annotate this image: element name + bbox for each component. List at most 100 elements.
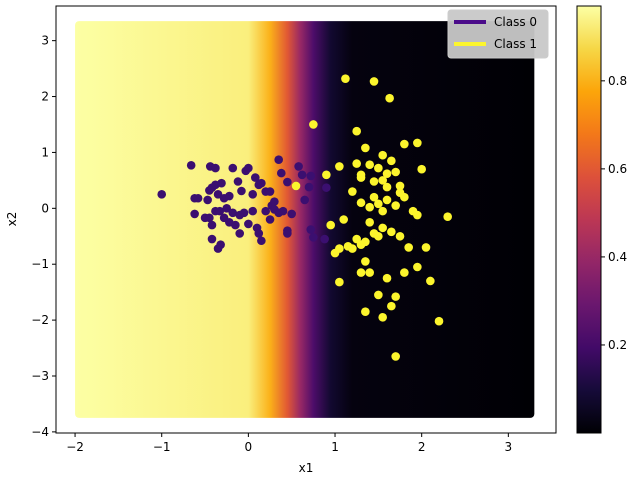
y-tick-label: 1 [41,145,49,159]
class-1-point [361,143,370,153]
class-1-point [369,192,379,202]
class-1-point [404,243,413,252]
x-tick-label: 1 [331,440,339,454]
class-0-point [297,170,307,180]
y-tick-label: −4 [31,425,49,439]
y-axis-label: x2 [5,212,19,227]
class-1-point [352,126,361,136]
probability-heatmap [75,21,535,418]
class-1-point [378,206,387,216]
class-0-point [274,155,284,164]
class-0-point [283,229,292,238]
class-0-point [215,206,225,216]
class-1-point [352,159,361,168]
class-1-point [348,187,357,196]
y-tick-label: −3 [31,369,49,383]
class-1-point [361,307,370,317]
class-1-point [369,177,379,186]
class-0-point [217,178,226,188]
x-tick-label: 0 [245,440,253,454]
class-1-point [374,163,383,173]
class-1-point [395,188,405,197]
class-0-point [207,220,217,230]
x-tick-label: 3 [505,440,513,454]
y-tick-label: −2 [31,313,49,327]
class-1-point [365,202,374,212]
axes-frame [55,5,557,434]
colorbar-ticks: 0.2 0.4 0.6 0.8 [601,74,627,352]
legend-label-class-0: Class 0 [494,15,537,29]
class-1-point [443,212,452,222]
class-1-point [400,268,409,277]
class-1-point [385,93,394,103]
plot-area [55,5,557,434]
class-1-point [365,160,374,170]
class-0-point [261,206,271,216]
x-tick-label: −2 [66,440,84,454]
class-0-point [251,173,260,182]
class-1-point [356,198,366,208]
class-0-point [225,191,234,201]
class-1-point [378,313,387,322]
class-0-point [248,206,258,216]
class-0-point [222,204,232,213]
class-0-point [203,195,212,205]
colorbar-tick-label: 0.4 [608,250,627,264]
colorbar-tick-label: 0.8 [608,74,627,88]
class-0-point [257,178,266,188]
scatter-points [157,74,452,361]
class-0-point [244,219,253,229]
class-1-point [378,150,387,160]
class-1-point [374,231,383,241]
class-1-point [413,210,422,220]
class-0-point [228,163,238,173]
class-1-point [382,182,392,192]
class-0-point [248,190,258,199]
class-1-point [356,240,366,249]
class-0-point [233,177,243,186]
class-1-point [335,162,344,171]
class-0-point [193,193,203,203]
class-0-point [294,162,303,171]
colorbar-tick-label: 0.2 [608,338,627,352]
class-1-point [391,201,400,210]
class-1-point [309,120,318,129]
class-1-point [335,244,344,253]
class-1-point [417,164,426,174]
class-1-point [291,181,301,191]
class-1-point [382,169,392,178]
y-axis-ticks: −4 −3 −2 −1 0 1 2 3 [31,34,56,439]
class-0-point [186,160,196,170]
class-1-point [391,292,400,301]
legend-label-class-1: Class 1 [494,37,537,51]
class-1-point [348,244,357,253]
x-axis-label: x1 [299,461,314,475]
class-1-point [361,257,370,266]
class-1-point [374,199,383,209]
class-0-point [205,213,214,223]
class-1-point [434,316,444,326]
class-0-point [254,229,264,238]
class-1-point [426,276,435,286]
class-0-point [265,215,275,224]
y-tick-label: 0 [41,201,49,215]
class-0-point [231,220,240,230]
y-tick-label: −1 [31,257,49,271]
class-1-point [400,139,409,149]
class-1-point [365,268,374,277]
x-tick-label: −1 [153,440,171,454]
class-1-point [421,243,431,252]
class-0-point [216,240,225,249]
class-1-point [326,220,335,230]
class-0-point [306,225,316,234]
class-1-point [378,223,387,233]
colorbar: 0.2 0.4 0.6 0.8 [576,5,627,434]
x-tick-label: 2 [418,440,426,454]
class-1-point [413,262,422,272]
class-1-point [391,167,400,177]
class-0-point [265,187,275,196]
class-0-point [157,190,167,199]
class-1-point [356,170,366,180]
class-1-point [382,195,392,205]
class-0-point [287,209,297,219]
